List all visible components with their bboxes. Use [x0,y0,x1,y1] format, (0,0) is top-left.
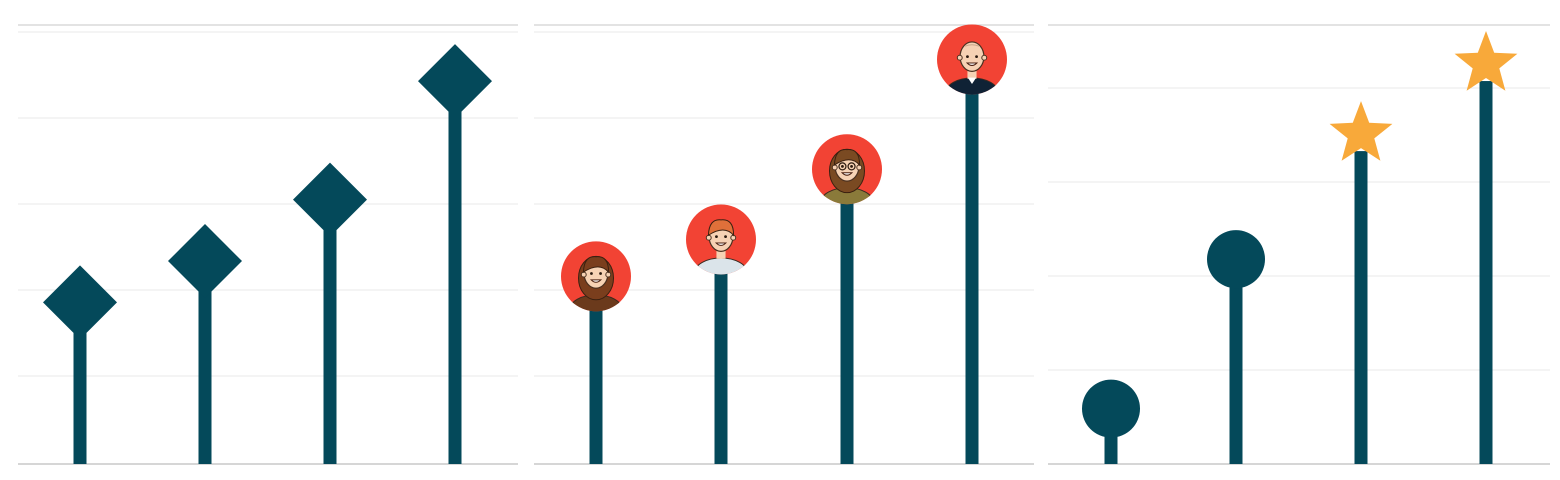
avatar-man-bald-icon [937,24,1007,95]
avatar-ear [580,271,587,278]
avatar-eye [715,235,718,239]
avatar-eye [590,272,593,275]
star-icon [1454,31,1518,91]
circle-icon [1082,379,1140,438]
chart-panel-1 [18,24,518,465]
avatar-hair [833,149,861,167]
chart-panel-2 [534,24,1034,465]
diamond-icon [418,44,492,119]
avatar-head [959,41,985,72]
diamond-icon [43,265,117,340]
avatar-eye [975,55,978,59]
avatar-glasses [847,162,856,171]
lollipop-stem [1354,151,1368,464]
avatar-ear [956,54,963,61]
avatar-hair [582,256,610,274]
avatar-smile [714,242,728,246]
lollipop-stem [1229,263,1243,464]
avatar-woman-long-hair-icon [561,241,631,312]
avatar-smile [965,62,979,66]
avatar-head-shine [964,44,980,47]
lollipop-stem [198,262,212,464]
avatar-neck [967,68,977,79]
avatar-neck [716,248,726,259]
lollipop-stem [714,266,728,464]
avatar-glasses [838,162,847,171]
avatar-ear [705,234,712,241]
diamond-icon [168,224,242,299]
lollipop-stem [965,86,979,465]
avatar-smile [589,279,603,283]
lollipop-stem [840,196,854,464]
circle-icon [1207,230,1265,289]
avatar-ear [981,54,988,61]
avatar-ear [856,164,863,171]
lollipop-stem [73,303,87,464]
avatar-collar [967,77,977,84]
avatar-ear [605,271,612,278]
avatar-ear [831,164,838,171]
lollipop-stem [448,82,462,464]
avatar-eye [966,55,969,59]
diamond-icon [293,162,367,237]
avatar-woman-glasses-icon [812,134,882,205]
lollipop-stem [589,303,603,464]
avatar-eye [850,165,853,168]
chart-panel-3 [1048,24,1550,465]
lollipop-stem [323,200,337,464]
avatar-smile [840,172,854,176]
avatar-ear [730,234,737,241]
lollipop-stem [1479,81,1493,465]
avatar-eye [724,235,727,239]
avatar-eye [599,272,602,275]
star-icon [1329,101,1393,161]
avatar-hair [707,219,735,237]
avatar-eye [841,165,844,168]
